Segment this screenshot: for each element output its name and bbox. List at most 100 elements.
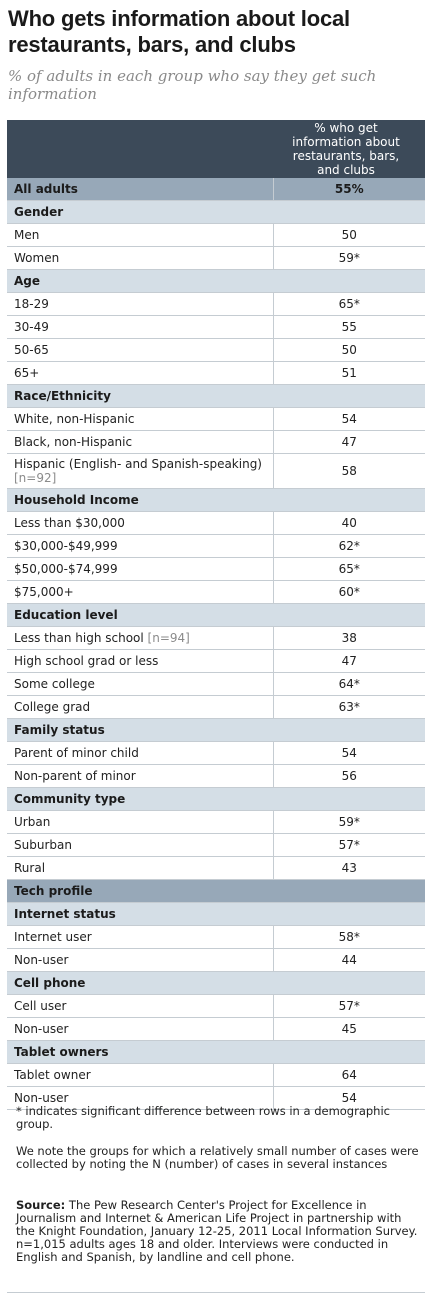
row-label-cell: 50-65 (7, 338, 273, 362)
row-label: $75,000+ (14, 585, 74, 599)
section-label: Tech profile (7, 879, 425, 903)
table-row: Urban 59* (7, 810, 425, 834)
section-row-family-status: Family status (7, 718, 425, 742)
row-label: 65+ (14, 366, 40, 380)
row-label: Non-parent of minor (14, 769, 136, 783)
all-adults-row: All adults 55% (7, 178, 425, 201)
row-value: 64 (272, 1063, 425, 1087)
row-label: Some college (14, 677, 95, 691)
row-label: $30,000-$49,999 (14, 539, 118, 553)
row-label-cell: White, non-Hispanic (7, 407, 273, 431)
row-value: 47 (272, 649, 425, 673)
row-label: Urban (14, 815, 51, 829)
row-label: 50-65 (14, 343, 49, 357)
table-row: Suburban 57* (7, 833, 425, 857)
row-label: Hispanic (English- and Spanish-speaking) (14, 457, 262, 471)
row-value: 38 (272, 626, 425, 650)
table-row: 18-29 65* (7, 292, 425, 316)
row-label: Non-user (14, 1091, 69, 1105)
row-value: 59* (272, 246, 425, 270)
section-label: Family status (7, 718, 425, 742)
table-row: Parent of minor child 54 (7, 741, 425, 765)
row-label-cell: Non-user (7, 1017, 273, 1041)
row-value: 63* (272, 695, 425, 719)
row-label-cell: Non-user (7, 1086, 273, 1110)
table-row: Some college 64* (7, 672, 425, 696)
row-label: Non-user (14, 953, 69, 967)
table-row: $30,000-$49,999 62* (7, 534, 425, 558)
section-label: Education level (7, 603, 425, 627)
section-row-internet-status: Internet status (7, 902, 425, 926)
row-value: 60* (272, 580, 425, 604)
table-header-row: % who get information about restaurants,… (7, 120, 425, 178)
table-row: $75,000+ 60* (7, 580, 425, 604)
row-label: Less than high school (14, 631, 144, 645)
table-row: Men 50 (7, 223, 425, 247)
row-value: 45 (272, 1017, 425, 1041)
row-label: 18-29 (14, 297, 49, 311)
row-label-cell: Suburban (7, 833, 273, 857)
sample-size-note: [n=94] (147, 631, 190, 645)
table-row: Hispanic (English- and Spanish-speaking)… (7, 453, 425, 489)
row-value: 57* (272, 994, 425, 1018)
row-value: 64* (272, 672, 425, 696)
row-label: Suburban (14, 838, 72, 852)
row-label-cell: Some college (7, 672, 273, 696)
section-row-education-level: Education level (7, 603, 425, 627)
section-label: Race/Ethnicity (7, 384, 425, 408)
row-label-cell: $50,000-$74,999 (7, 557, 273, 581)
row-value: 65* (272, 557, 425, 581)
row-label: 30-49 (14, 320, 49, 334)
chart-subtitle: % of adults in each group who say they g… (8, 67, 377, 103)
table-row: Tablet owner 64 (7, 1063, 425, 1087)
row-value: 58* (272, 925, 425, 949)
table-row: 50-65 50 (7, 338, 425, 362)
table-row: College grad 63* (7, 695, 425, 719)
table-row: Less than $30,000 40 (7, 511, 425, 535)
row-value: 54 (272, 741, 425, 765)
source-label: Source: (16, 1198, 66, 1212)
row-label-cell: 18-29 (7, 292, 273, 316)
row-value: 50 (272, 223, 425, 247)
row-value: 43 (272, 856, 425, 880)
row-label-cell: 30-49 (7, 315, 273, 339)
section-row-race-ethnicity: Race/Ethnicity (7, 384, 425, 408)
row-label-cell: Cell user (7, 994, 273, 1018)
header-blank-cell (7, 120, 273, 178)
row-label-cell: Women (7, 246, 273, 270)
row-label: $50,000-$74,999 (14, 562, 118, 576)
small-n-note: We note the groups for which a relativel… (16, 1144, 419, 1171)
table-row: High school grad or less 47 (7, 649, 425, 673)
row-value: 56 (272, 764, 425, 788)
row-label-cell: College grad (7, 695, 273, 719)
row-label: Cell user (14, 999, 67, 1013)
row-label-cell: 65+ (7, 361, 273, 385)
row-value: 50 (272, 338, 425, 362)
table-row: Non-parent of minor 56 (7, 764, 425, 788)
section-row-community-type: Community type (7, 787, 425, 811)
row-value: 58 (272, 453, 425, 489)
section-row-household-income: Household Income (7, 488, 425, 512)
section-label: Household Income (7, 488, 425, 512)
row-label-cell: Less than $30,000 (7, 511, 273, 535)
row-label: High school grad or less (14, 654, 159, 668)
row-label-cell: Black, non-Hispanic (7, 430, 273, 454)
source-note: Source: The Pew Research Center's Projec… (16, 1199, 421, 1264)
chart-title: Who gets information about local restaur… (8, 6, 350, 57)
table-row: Internet user 58* (7, 925, 425, 949)
row-label-cell: Internet user (7, 925, 273, 949)
section-label: Internet status (7, 902, 425, 926)
table-row: Black, non-Hispanic 47 (7, 430, 425, 454)
row-value: 54 (272, 1086, 425, 1110)
table-row: Non-user 44 (7, 948, 425, 972)
section-row-cell-phone: Cell phone (7, 971, 425, 995)
row-label: College grad (14, 700, 91, 714)
table-row: 65+ 51 (7, 361, 425, 385)
row-label: Internet user (14, 930, 92, 944)
row-value: 55 (272, 315, 425, 339)
row-value: 59* (272, 810, 425, 834)
row-label-cell: Non-parent of minor (7, 764, 273, 788)
row-label-cell: Rural (7, 856, 273, 880)
table-row: Rural 43 (7, 856, 425, 880)
row-label-cell: Urban (7, 810, 273, 834)
